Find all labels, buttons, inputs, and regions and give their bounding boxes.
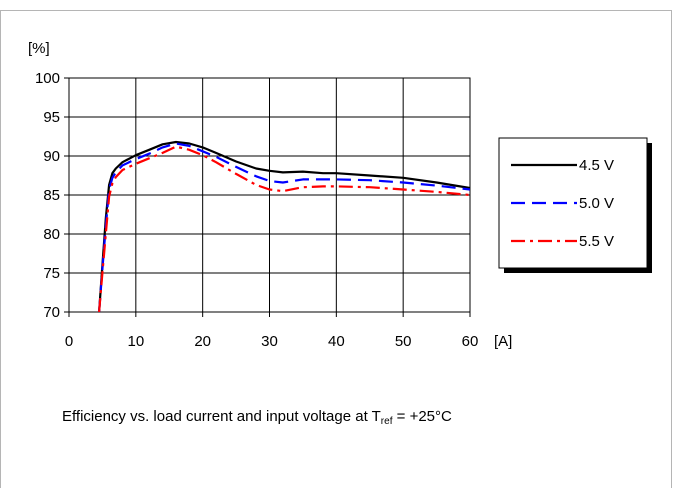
caption-subscript: ref: [380, 416, 393, 427]
x-tick-label: 40: [328, 333, 345, 350]
y-axis-label: [%]: [28, 40, 50, 57]
series-line: [98, 145, 470, 312]
legend-label: 5.5 V: [579, 233, 614, 250]
efficiency-chart: 70 75 80 85 90 95 100 0 10 20 30 40 50 60 [%] [A] 4.…: [28, 40, 652, 350]
y-tick-label: 95: [43, 109, 60, 126]
caption-text-end: = +25°C: [392, 408, 452, 425]
caption-text: Efficiency vs. load current and input vo…: [62, 408, 381, 425]
grid: [69, 77, 471, 312]
x-tick-label: 50: [395, 333, 412, 350]
x-tick-label: 30: [261, 333, 278, 350]
figure-frame: [0, 10, 672, 488]
x-axis-label: [A]: [494, 333, 512, 350]
y-tick-label: 90: [43, 148, 60, 165]
chart-caption: Efficiency vs. load current and input vo…: [62, 408, 452, 427]
x-tick-label: 10: [127, 333, 144, 350]
x-tick-label: 20: [194, 333, 211, 350]
y-tick-label: 80: [43, 226, 60, 243]
x-tick-label: 0: [65, 333, 73, 350]
legend: 4.5 V 5.0 V 5.5 V: [498, 137, 652, 273]
legend-label: 4.5 V: [579, 157, 614, 174]
series-line: [98, 140, 470, 312]
series-line: [98, 142, 470, 312]
y-tick-label: 70: [43, 304, 60, 321]
y-tick-label: 75: [43, 265, 60, 282]
x-tick-label: 60: [462, 333, 479, 350]
y-tick-label: 100: [35, 70, 60, 87]
y-tick-label: 85: [43, 187, 60, 204]
legend-label: 5.0 V: [579, 195, 614, 212]
